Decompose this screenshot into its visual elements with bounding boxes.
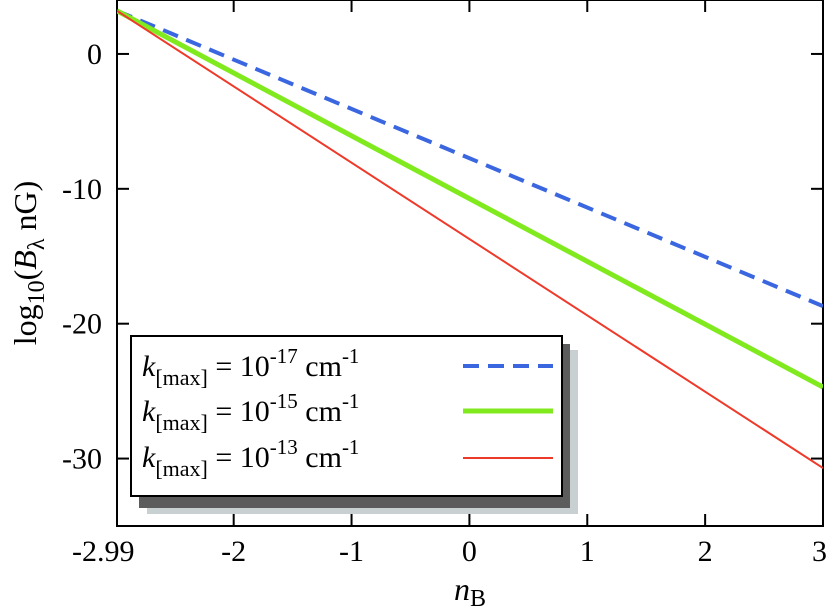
legend-box — [130, 335, 563, 497]
y-axis-label: log10(Bλ nG) — [7, 181, 50, 346]
y-tick-label: -20 — [62, 308, 102, 341]
series-line-1 — [117, 8, 823, 309]
legend-text-3: k[max] = 10-13 cm-1 — [142, 435, 359, 481]
x-tick-label: 1 — [580, 535, 595, 568]
tick-labels: -2.99 -2 -1 0 1 2 30-10-20-30 — [62, 38, 827, 568]
x-tick-label: -2 — [221, 535, 246, 568]
y-tick-label: 0 — [87, 38, 102, 71]
x-tick-label: -1 — [339, 535, 364, 568]
legend-text-1: k[max] = 10-17 cm-1 — [142, 344, 359, 390]
x-tick-label: -2.99 — [72, 535, 135, 568]
x-tick-label: 0 — [462, 535, 477, 568]
series-group — [117, 8, 823, 469]
x-tick-label: 3 — [812, 535, 827, 568]
series-line-2 — [117, 8, 823, 390]
series-line-3 — [117, 9, 823, 469]
x-tick-label: 2 — [698, 535, 713, 568]
legend-text-2: k[max] = 10-15 cm-1 — [142, 389, 359, 435]
y-tick-label: -10 — [62, 173, 102, 206]
x-axis-label: nB — [454, 571, 486, 606]
ticks — [116, 0, 824, 526]
y-tick-label: -30 — [62, 443, 102, 476]
legend: k[max] = 10-17 cm-1 k[max] = 10-15 cm-1 … — [130, 335, 578, 514]
